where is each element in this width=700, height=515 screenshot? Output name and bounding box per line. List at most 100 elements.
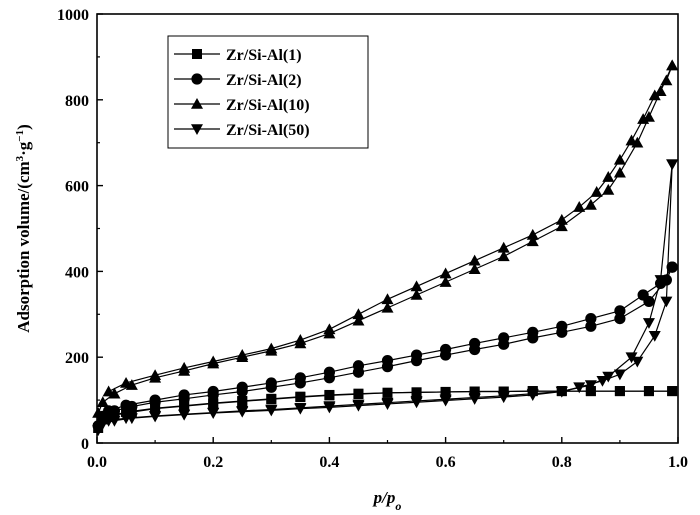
series-layer [92,59,679,437]
data-point [497,241,510,253]
legend-marker [192,49,202,59]
data-point [602,171,615,182]
axes-layer: 0.0 0.2 0.4 0.6 0.8 1.0 0 200 400 600 800 1000 [57,7,688,471]
data-point [410,396,423,407]
series-line-desorption [108,266,673,412]
data-point [526,228,539,240]
data-point [265,404,278,416]
data-point [410,280,423,292]
data-point [207,407,220,419]
legend-label: Zr/Si-Al(10) [226,97,310,114]
x-tick-label: 0.4 [319,454,339,471]
data-point [179,400,190,411]
data-point [382,387,393,398]
data-point [631,356,644,368]
data-point [120,399,132,411]
y-tick-label: 1000 [57,7,89,24]
data-point [102,385,115,397]
data-point [573,201,586,212]
data-point [236,406,249,417]
data-point [102,415,115,427]
legend-marker [191,73,203,85]
data-point [469,337,481,350]
data-point [207,355,220,367]
data-point [526,235,539,247]
data-point [660,296,673,308]
data-point [637,113,650,124]
y-tick-label: 200 [65,350,89,367]
data-point [666,159,679,171]
data-point [294,334,307,345]
data-point [149,394,161,406]
data-point [92,406,105,418]
data-point [660,74,673,86]
data-point [648,89,661,101]
data-point [381,293,394,305]
y-axis-title-mid: ·g [14,141,33,156]
data-point [585,312,597,325]
y-axis-title-main: Adsorption volume/(cm [14,161,33,332]
data-point [266,393,277,404]
legend: Zr/Si-Al(1) Zr/Si-Al(2) Zr/Si-Al(10) Zr/Si-… [167,35,369,149]
legend-marker [191,124,203,135]
data-point [625,134,638,146]
data-point [590,186,603,197]
data-point [642,318,655,329]
data-point [92,425,105,437]
data-point [207,385,219,398]
data-point [614,386,625,397]
data-point [150,403,161,414]
data-point [468,263,481,275]
data-point [440,343,452,356]
data-point [236,349,249,360]
data-point [352,360,365,372]
data-point [555,386,568,398]
data-point [585,320,597,332]
data-point [585,386,596,397]
data-point [573,382,586,394]
data-point [178,361,191,373]
data-point [324,389,335,400]
data-point [96,396,109,408]
data-point [555,220,568,232]
data-point [614,305,626,317]
data-point [468,392,481,404]
data-point [654,275,667,286]
y-tick-label: 800 [65,93,89,110]
data-point [667,386,678,397]
data-point [584,380,597,392]
y-axis-title-sup1: 3 [14,155,26,161]
data-point [584,198,597,210]
data-point [637,289,649,301]
legend-marker [191,98,203,109]
data-point [294,372,306,384]
data-point [294,403,307,414]
data-point [208,398,219,409]
y-axis-title-sup2: −1 [14,130,26,142]
x-tick-label: 1.0 [668,454,688,471]
data-point [353,388,364,399]
data-point [497,250,510,262]
data-point [468,254,481,266]
y-tick-label: 600 [65,179,89,196]
data-point [120,413,133,425]
x-axis-title-main: p/p [372,488,396,507]
data-point [295,391,306,402]
data-point [120,376,133,388]
data-point [440,386,451,397]
data-point [410,349,423,361]
data-point [625,352,638,364]
data-point [265,377,277,389]
data-point [352,314,365,326]
x-tick-label: 0.6 [436,454,456,471]
data-point [613,153,626,165]
data-point [237,395,248,406]
data-point [410,288,423,300]
y-axis-title: Adsorption volume/(cm3·g−1) [14,124,33,333]
data-point [178,409,191,421]
x-tick-label: 0.0 [87,454,107,471]
y-tick-label: 0 [81,436,89,453]
data-point [666,59,679,71]
data-point [614,312,626,325]
